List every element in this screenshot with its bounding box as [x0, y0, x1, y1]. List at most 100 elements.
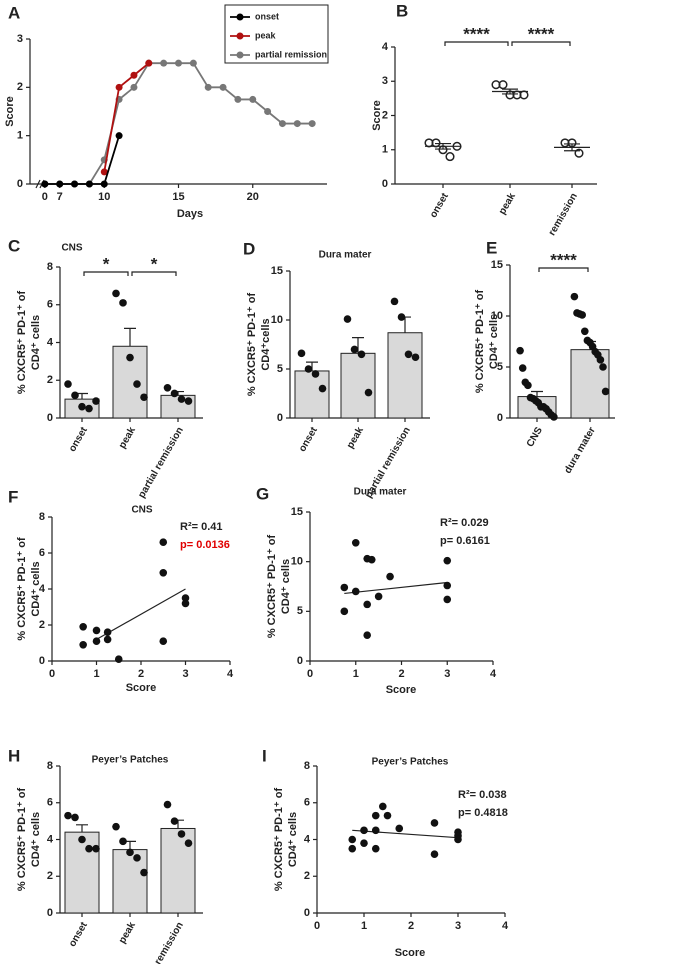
data-point	[404, 350, 413, 359]
chart-title: Dura mater	[319, 250, 372, 261]
data-point	[379, 802, 387, 811]
y-axis-label: CD4⁺ cells	[287, 812, 299, 867]
chart-title: Peyer’s Patches	[372, 757, 449, 768]
significance-label: *	[103, 254, 110, 273]
data-point	[430, 819, 439, 827]
data-point	[56, 180, 64, 188]
error-bar	[76, 824, 88, 833]
y-tick-label: 0	[497, 412, 503, 424]
data-point	[297, 349, 306, 358]
data-point	[159, 538, 168, 546]
data-point	[78, 835, 86, 844]
data-point	[126, 848, 134, 857]
chart-title: CNS	[131, 505, 152, 516]
bar	[64, 831, 100, 914]
chart-title: CNS	[61, 243, 82, 254]
x-tick-label: remission	[547, 191, 580, 237]
data-point	[170, 817, 179, 825]
x-tick-label: 3	[444, 668, 450, 680]
y-tick-label: 3	[17, 33, 23, 45]
legend-marker	[236, 32, 244, 40]
significance-bracket	[83, 271, 129, 276]
y-tick-label: 4	[304, 833, 311, 845]
data-point	[550, 413, 558, 421]
error-bar	[435, 142, 451, 150]
error-bar	[531, 390, 543, 397]
panel-letter: D	[243, 239, 255, 258]
y-tick-label: 4	[39, 583, 46, 595]
data-point	[386, 572, 394, 581]
data-point	[293, 120, 301, 128]
data-point	[518, 364, 527, 372]
significance-label: ****	[528, 24, 555, 43]
y-tick-label: 3	[382, 75, 388, 87]
legend-label: partial remission	[255, 49, 327, 59]
y-tick-label: 0	[382, 178, 388, 190]
data-point	[219, 83, 227, 91]
x-tick-label: dura mater	[563, 425, 598, 475]
y-tick-label: 0	[47, 907, 53, 919]
panel-letter: H	[8, 746, 20, 765]
x-tick-label: 7	[57, 191, 63, 203]
y-tick-label: 15	[291, 506, 303, 518]
annotation: R²= 0.038	[458, 789, 507, 801]
y-tick-label: 2	[39, 619, 45, 631]
data-point	[340, 607, 349, 616]
annotation: R²= 0.41	[180, 521, 223, 533]
x-tick-label: partial remission	[136, 920, 186, 964]
y-tick-label: 0	[47, 412, 53, 424]
x-tick-label: 0	[307, 668, 313, 680]
data-point	[115, 132, 123, 140]
data-point	[318, 384, 327, 393]
data-line	[44, 62, 313, 185]
x-tick-label: 2	[138, 668, 144, 680]
data-point	[119, 837, 127, 846]
annotation: R²= 0.029	[440, 517, 489, 529]
data-point	[343, 315, 352, 323]
data-point	[390, 297, 399, 306]
data-point	[126, 353, 134, 362]
x-axis-label: Score	[126, 682, 157, 694]
y-tick-label: 2	[382, 109, 388, 121]
data-point	[159, 569, 168, 577]
data-point	[71, 391, 79, 400]
data-point	[71, 180, 79, 188]
data-point	[130, 71, 138, 79]
x-tick-label: onset	[428, 191, 451, 220]
annotation: p= 0.0136	[180, 539, 230, 551]
data-point	[92, 637, 101, 645]
data-point	[445, 152, 455, 162]
x-tick-label: 4	[490, 668, 497, 680]
significance-label: ****	[550, 250, 577, 269]
y-tick-label: 15	[271, 265, 283, 277]
x-tick-label: 15	[172, 191, 184, 203]
significance-label: ****	[463, 24, 490, 43]
x-tick-label: peak	[117, 425, 138, 451]
data-point	[64, 380, 72, 388]
x-axis-label: Days	[177, 208, 203, 220]
data-point	[177, 830, 186, 838]
data-point	[364, 388, 373, 397]
x-tick-label: 4	[227, 668, 234, 680]
error-bar	[502, 88, 518, 95]
data-point	[374, 592, 383, 601]
y-axis-label: CD4⁺ cells	[30, 315, 42, 370]
y-tick-label: 8	[39, 511, 45, 523]
y-tick-label: 6	[47, 797, 53, 809]
data-point	[133, 854, 141, 862]
y-tick-label: 8	[304, 760, 310, 772]
significance-bracket	[131, 271, 177, 276]
data-point	[71, 813, 79, 822]
y-tick-label: 4	[382, 41, 389, 53]
x-tick-label: CNS	[525, 425, 545, 449]
data-point	[363, 600, 371, 609]
y-tick-label: 8	[47, 261, 53, 273]
y-tick-label: 2	[17, 81, 23, 93]
data-point	[184, 397, 193, 405]
y-axis-label: CD4⁺ cells	[488, 314, 500, 369]
y-tick-label: 10	[491, 310, 503, 322]
y-axis-label: % CXCR5⁺ PD-1⁺ of	[246, 293, 258, 397]
significance-label: *	[151, 254, 158, 273]
data-point	[103, 628, 112, 636]
